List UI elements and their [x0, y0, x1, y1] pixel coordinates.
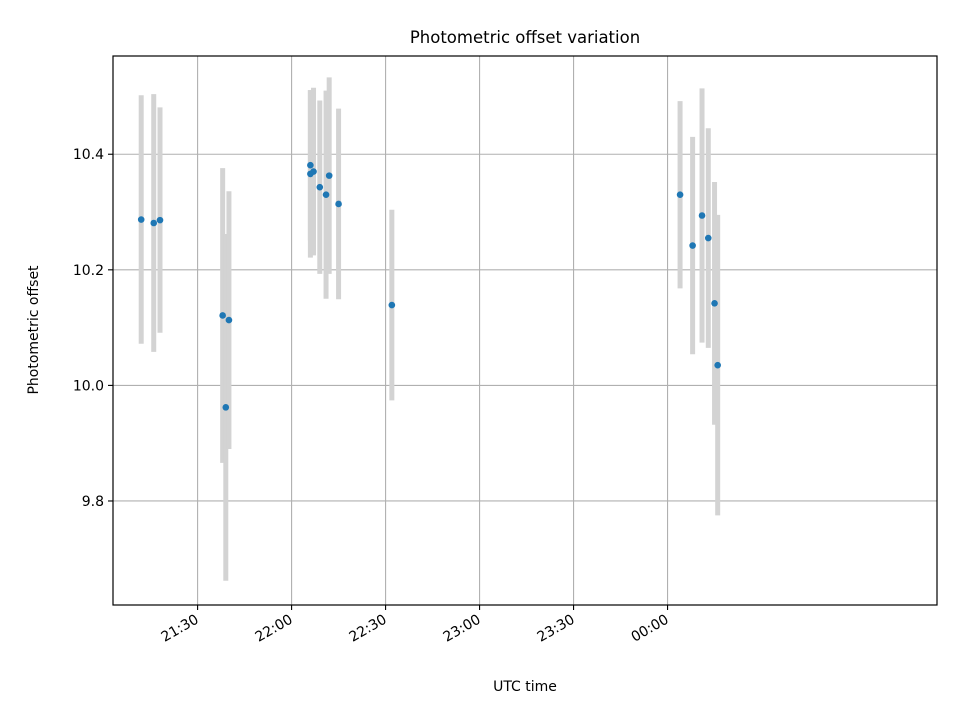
x-axis-label: UTC time [493, 679, 557, 695]
data-point [704, 234, 712, 242]
data-point [150, 219, 158, 227]
data-point [310, 168, 317, 175]
data-point [222, 404, 230, 411]
data-point [711, 300, 718, 307]
data-point [137, 216, 145, 223]
data-point [219, 312, 226, 319]
data-point [698, 212, 706, 219]
data-point [316, 183, 324, 191]
data-point [322, 191, 330, 198]
y-axis-label: Photometric offset [26, 265, 42, 395]
y-tick-label: 10.0 [73, 378, 104, 394]
data-point [225, 316, 233, 324]
plot-frame [112, 55, 938, 606]
data-point [325, 172, 333, 179]
y-tick-label: 10.4 [73, 147, 104, 163]
data-point [335, 200, 342, 208]
data-point [388, 301, 396, 309]
data-point [676, 191, 684, 198]
data-point [156, 216, 164, 224]
data-points [137, 161, 721, 411]
y-tick-label: 10.2 [73, 263, 104, 279]
y-tick-label: 9.8 [82, 494, 104, 510]
chart-title: Photometric offset variation [410, 28, 640, 47]
data-point [307, 161, 314, 169]
data-point [714, 361, 721, 369]
plot-area [113, 56, 937, 605]
data-point [689, 242, 696, 249]
grid-lines [113, 56, 937, 605]
